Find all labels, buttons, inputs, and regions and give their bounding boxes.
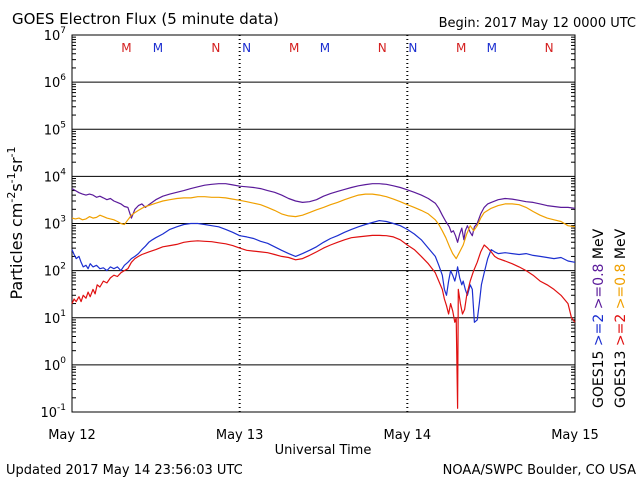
marker-label: M [320,41,330,55]
y-tick-label: 106 [44,73,67,91]
legend-part: MeV [613,228,629,259]
x-tick-labels: May 12 May 13 May 14 May 15 [48,428,599,443]
y-label-sup3: -1 [5,146,18,157]
y-tick-label: 105 [44,120,66,138]
y-label-sup2: -1 [5,172,18,183]
y-tick-base: 10 [40,406,57,421]
x-tick-label: May 12 [48,428,96,443]
y-tick-exp: 5 [60,120,66,130]
y-tick-exp: 1 [60,309,66,319]
series-line [71,234,576,409]
y-tick-label: 10-1 [40,403,66,421]
y-label-mid2: sr [7,157,26,172]
marker-label: N [545,41,554,55]
y-label-mid1: s [7,183,26,191]
y-tick-base: 10 [44,265,61,280]
y-tick-label: 104 [44,167,67,185]
chart-title: GOES Electron Flux (5 minute data) [12,10,279,28]
y-tick-exp: 4 [60,167,66,177]
day-boundary-ticks [72,35,575,412]
marker-label: M [153,41,163,55]
y-tick-base: 10 [44,170,61,185]
marker-label: M [121,41,131,55]
marker-label: M [456,41,466,55]
y-tick-exp: 6 [60,73,66,83]
y-axis-label: Particles cm-2s-1sr-1 [5,146,26,299]
y-tick-label: 103 [44,215,66,233]
y-label-base: Particles cm [7,203,26,300]
y-tick-exp: 2 [60,262,66,272]
series-line [71,183,576,243]
begin-label: Begin: 2017 May 12 0000 UTC [439,16,636,31]
y-tick-base: 10 [44,123,61,138]
marker-label: M [487,41,497,55]
legend-part: GOES13 [613,346,629,408]
y-tick-base: 10 [44,312,61,327]
credit-text: NOAA/SWPC Boulder, CO USA [443,463,636,478]
y-tick-exp: 7 [60,26,66,36]
x-tick-label: May 14 [384,428,432,443]
legend-part: GOES15 [591,346,607,408]
y-tick-exp: -1 [57,403,66,413]
legend-entry: GOES13 >=2 >=0.8 MeV [613,228,629,408]
y-tick-exp: 0 [60,356,66,366]
x-axis-label: Universal Time [275,443,372,458]
series-group [71,183,576,409]
y-tick-label: 102 [44,262,66,280]
marker-label: N [378,41,387,55]
marker-label: N [242,41,251,55]
grid-lines [72,34,575,413]
y-tick-base: 10 [44,76,61,91]
series-line [71,220,576,323]
y-tick-base: 10 [44,29,61,44]
y-tick-label: 107 [44,26,66,44]
y-label-sup1: -2 [5,192,18,203]
marker-label: N [211,41,220,55]
x-tick-label: May 15 [551,428,599,443]
legend-part: MeV [591,228,607,259]
y-tick-label: 100 [44,356,67,374]
y-tick-exp: 3 [60,215,66,225]
y-tick-base: 10 [44,218,61,233]
updated-timestamp: Updated 2017 May 14 23:56:03 UTC [6,463,243,478]
marker-label: N [408,41,417,55]
legend-entry: GOES15 >=2 >=0.8 MeV [591,228,607,408]
x-tick-label: May 13 [216,428,264,443]
legend-part: >=0.8 [613,259,629,309]
marker-label: M [289,41,299,55]
y-tick-label: 101 [44,309,66,327]
legend-part: >=0.8 [591,259,607,309]
legend-part: >=2 [613,309,629,346]
y-tick-base: 10 [44,359,61,374]
series-line [71,193,576,260]
legend-part: >=2 [591,309,607,346]
